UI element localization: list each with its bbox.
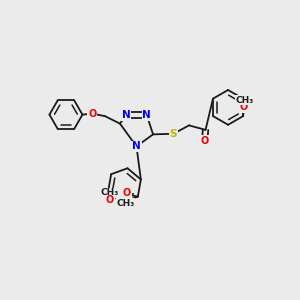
Text: O: O	[106, 195, 114, 206]
Text: O: O	[200, 136, 209, 146]
Text: CH₃: CH₃	[236, 96, 254, 105]
Text: O: O	[240, 102, 248, 112]
Text: O: O	[123, 188, 131, 198]
Text: N: N	[122, 110, 130, 120]
Text: S: S	[170, 129, 177, 139]
Text: N: N	[132, 141, 141, 152]
Text: O: O	[88, 109, 97, 119]
Text: N: N	[142, 110, 151, 120]
Text: CH₃: CH₃	[100, 188, 118, 197]
Text: CH₃: CH₃	[116, 199, 134, 208]
